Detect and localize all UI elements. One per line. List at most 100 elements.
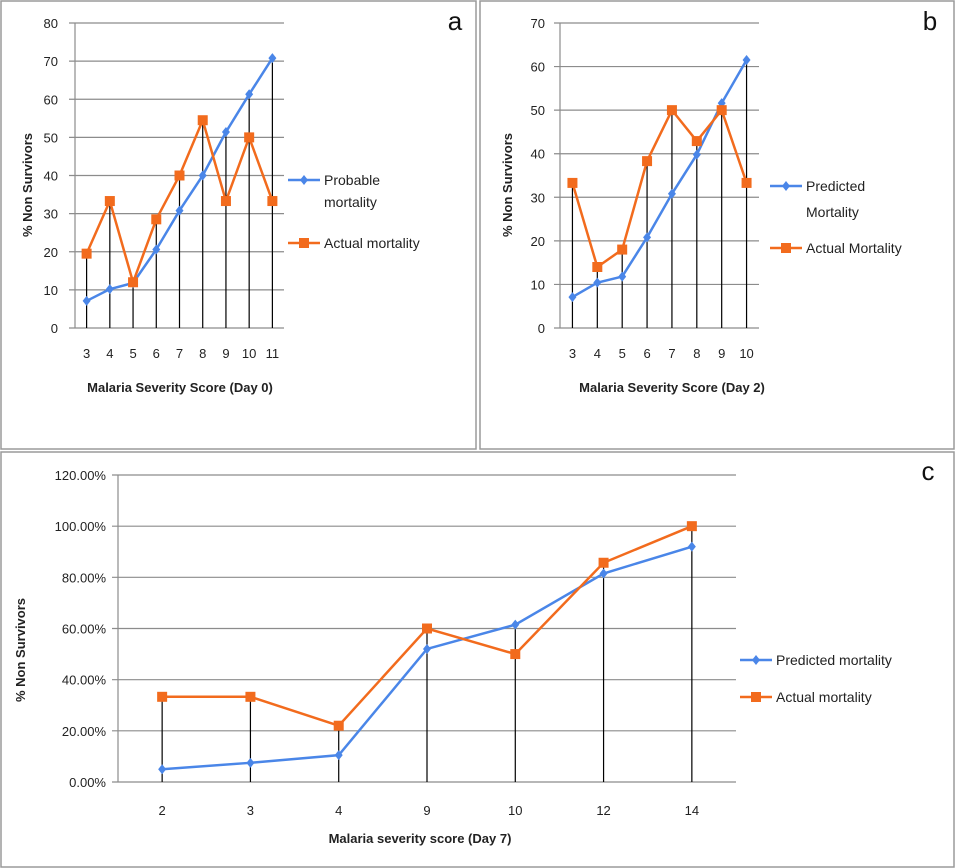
x-tick-label: 4: [594, 346, 601, 361]
x-tick-label: 7: [176, 346, 183, 361]
data-point-diamond: [742, 55, 751, 66]
x-tick-label: 5: [129, 346, 136, 361]
data-point-square: [422, 623, 432, 634]
y-tick-label: 60: [44, 92, 58, 107]
x-tick-label: 2: [159, 803, 166, 818]
data-point-square: [104, 196, 115, 207]
data-point-square: [617, 244, 628, 255]
data-point-diamond: [568, 292, 577, 303]
x-tick-label: 10: [508, 803, 522, 818]
y-tick-label: 30: [44, 207, 58, 222]
data-point-square: [174, 170, 185, 181]
data-point-square: [691, 136, 702, 147]
data-point-square: [151, 214, 162, 225]
y-tick-label: 80: [44, 16, 58, 31]
x-tick-label: 6: [153, 346, 160, 361]
data-point-diamond: [511, 619, 520, 630]
y-tick-label: 0: [51, 321, 58, 336]
chart-panel-a: 0 10 20 30 40 50 60 70 80 3 4 5 6 7 8 9 10 11 Probable mort…: [0, 0, 477, 450]
data-point-diamond: [643, 232, 652, 243]
y-tick-label: 70: [531, 16, 545, 31]
legend-label: Actual Mortality: [806, 240, 902, 256]
legend-label: mortality: [324, 194, 377, 210]
data-point-square: [642, 156, 653, 167]
x-tick-label: 10: [739, 346, 753, 361]
legend-label: Probable: [324, 172, 380, 188]
data-point-diamond: [423, 643, 431, 654]
data-point-diamond: [246, 757, 255, 768]
data-point-square: [81, 248, 92, 259]
y-axis-title: % Non Survivors: [500, 133, 515, 237]
y-tick-label: 50: [531, 103, 545, 118]
panel-border: [0, 451, 955, 868]
x-axis-title: Malaria Severity Score (Day 2): [579, 380, 765, 395]
legend-marker-square: [781, 243, 791, 253]
data-point-diamond: [334, 750, 343, 761]
data-point-diamond: [82, 295, 91, 306]
legend-marker-diamond: [300, 175, 308, 185]
data-point-diamond: [152, 244, 161, 255]
data-point-diamond: [221, 127, 230, 138]
legend-marker-square: [751, 692, 761, 702]
legend-marker-diamond: [752, 655, 760, 665]
data-point-square: [333, 720, 344, 731]
data-point-square: [244, 132, 255, 143]
y-tick-label: 0.00%: [69, 775, 106, 790]
y-tick-label: 60.00%: [62, 622, 107, 637]
x-tick-label: 8: [199, 346, 206, 361]
data-point-square: [567, 177, 578, 188]
data-point-square: [716, 105, 727, 116]
x-tick-label: 5: [619, 346, 626, 361]
data-point-square: [666, 105, 677, 116]
data-point-diamond: [268, 53, 277, 64]
y-tick-label: 10: [531, 277, 545, 292]
data-point-diamond: [687, 541, 696, 552]
y-tick-label: 30: [531, 190, 545, 205]
x-tick-label: 3: [247, 803, 254, 818]
y-tick-label: 70: [44, 54, 58, 69]
y-tick-label: 120.00%: [55, 468, 107, 483]
data-point-square: [267, 196, 278, 207]
x-tick-label: 3: [83, 346, 90, 361]
legend-marker-diamond: [782, 181, 790, 191]
data-point-diamond: [198, 170, 207, 181]
x-tick-label: 9: [222, 346, 229, 361]
y-tick-label: 0: [538, 321, 545, 336]
data-point-square: [510, 649, 521, 660]
legend-label: Predicted mortality: [776, 652, 892, 668]
x-tick-label: 3: [569, 346, 576, 361]
y-tick-label: 40: [531, 147, 545, 162]
data-point-square: [741, 177, 752, 188]
y-tick-label: 80.00%: [62, 570, 107, 585]
data-point-diamond: [158, 764, 167, 775]
y-tick-label: 60: [531, 60, 545, 75]
data-point-diamond: [245, 89, 254, 100]
y-tick-label: 10: [44, 283, 58, 298]
x-tick-label: 7: [668, 346, 675, 361]
x-tick-label: 9: [423, 803, 430, 818]
x-tick-label: 14: [685, 803, 699, 818]
data-point-diamond: [599, 568, 608, 579]
data-point-diamond: [692, 149, 701, 160]
data-point-diamond: [593, 277, 602, 288]
data-point-diamond: [175, 205, 184, 216]
data-point-square: [686, 521, 697, 532]
x-axis-title: Malaria Severity Score (Day 0): [87, 380, 273, 395]
x-tick-label: 10: [242, 346, 256, 361]
data-point-square: [592, 262, 603, 272]
data-point-square: [220, 196, 231, 207]
legend-label: Predicted: [806, 178, 865, 194]
panel-label: b: [923, 6, 937, 36]
legend-label: Actual mortality: [776, 689, 872, 705]
y-axis-title: % Non Survivors: [13, 598, 28, 702]
x-tick-label: 6: [643, 346, 650, 361]
x-tick-label: 4: [335, 803, 342, 818]
data-point-square: [128, 277, 139, 288]
y-tick-label: 20: [44, 245, 58, 260]
x-tick-label: 8: [693, 346, 700, 361]
x-tick-label: 11: [266, 346, 280, 361]
data-point-square: [598, 557, 609, 568]
chart-panel-c: 0.00% 20.00% 40.00% 60.00% 80.00% 100.00% 120.…: [0, 451, 955, 868]
legend-label: Actual mortality: [324, 235, 420, 251]
